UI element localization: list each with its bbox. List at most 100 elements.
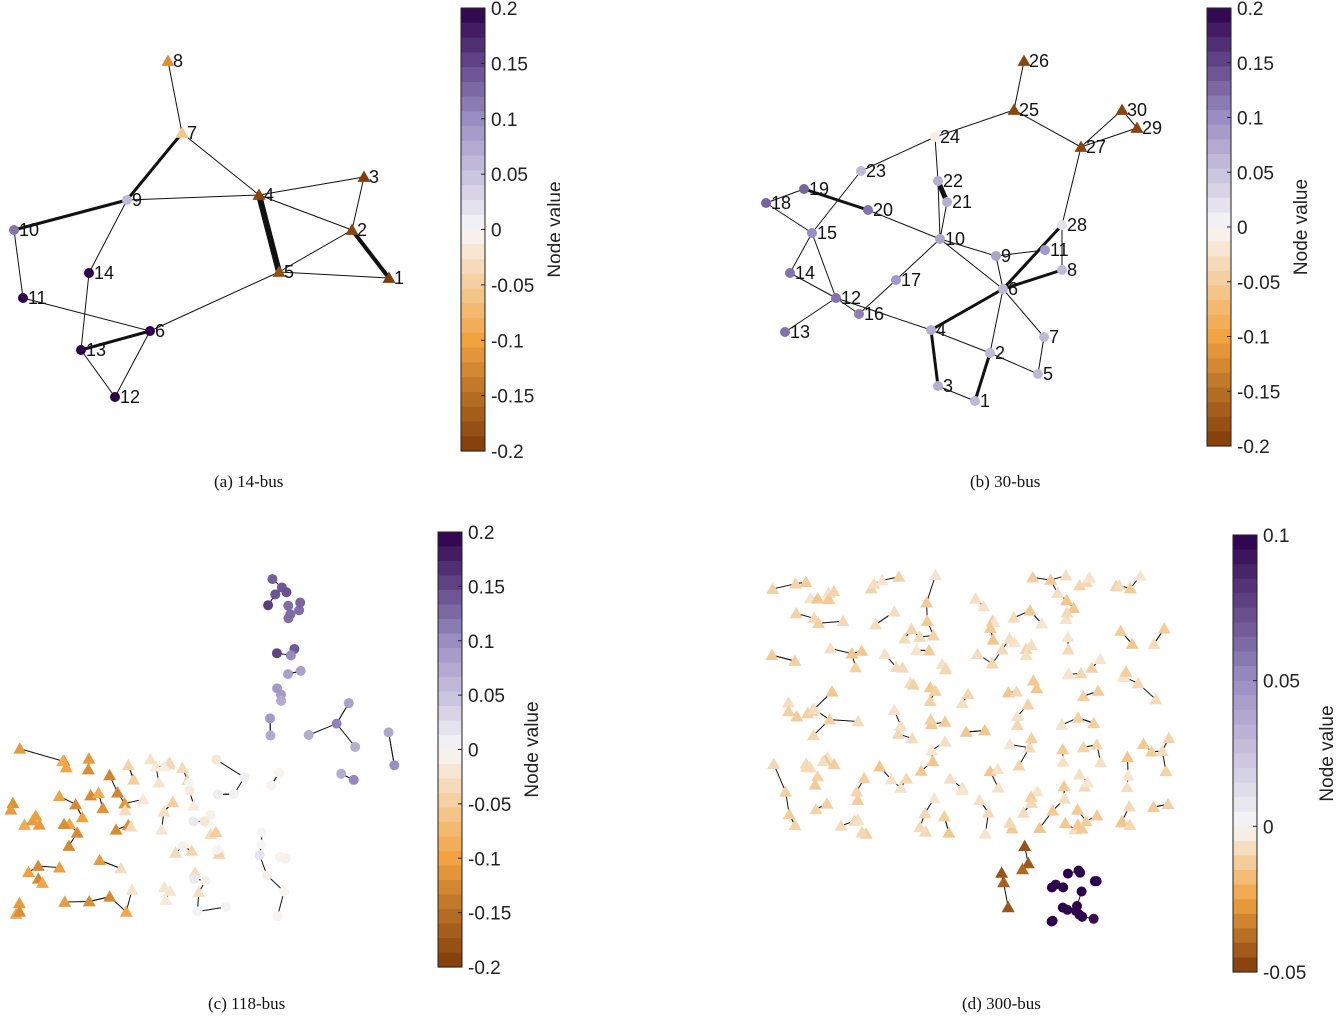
colorbar-tick-label: 0.1 (491, 110, 517, 131)
node-marker (834, 819, 848, 831)
node-marker (1162, 731, 1176, 743)
node-label: 12 (841, 288, 861, 308)
node-label: 4 (264, 185, 274, 205)
node-marker (836, 614, 850, 627)
edge (929, 329, 940, 387)
node-marker (851, 793, 865, 805)
node-marker (211, 754, 222, 765)
edge (973, 352, 992, 402)
node-marker (1074, 140, 1088, 152)
edge (216, 759, 245, 778)
node-marker (175, 126, 189, 138)
caption-a: (a) 14-bus (214, 472, 284, 491)
edge (939, 238, 1004, 290)
node-marker (184, 777, 195, 788)
node-marker (285, 650, 296, 661)
node-marker (1076, 886, 1087, 897)
colorbar-tick-label: -0.15 (468, 904, 511, 925)
node-label: 7 (1049, 327, 1059, 347)
colorbar-tick-label: -0.05 (468, 795, 511, 816)
node-marker (184, 785, 195, 796)
node-marker (6, 796, 20, 809)
node-marker (851, 813, 865, 825)
node-marker (982, 806, 996, 818)
node-marker (285, 609, 296, 620)
colorbar-tick-label: -0.1 (1237, 328, 1270, 349)
colorbar-segment (1233, 738, 1257, 755)
node-marker (806, 728, 820, 741)
node-marker (863, 205, 873, 215)
node-marker (82, 752, 96, 764)
node-marker (924, 713, 938, 725)
colorbar-frame (1232, 534, 1258, 973)
node-label: 2 (357, 220, 367, 240)
node-marker (82, 895, 96, 907)
colorbar-label: Node value (1291, 179, 1312, 275)
node-marker (58, 895, 72, 907)
node-marker (1071, 906, 1082, 917)
edge (351, 176, 365, 231)
colorbar-segment (1233, 753, 1257, 769)
colorbar-tick-label: 0 (468, 741, 479, 762)
colorbar-tick-label: 0.15 (491, 54, 528, 75)
node-marker (891, 727, 905, 739)
node-marker (1115, 103, 1129, 115)
node-marker (272, 265, 286, 277)
node-label: 1 (980, 391, 990, 411)
colorbar-segment (438, 894, 462, 910)
node-marker (254, 850, 265, 861)
node-marker (905, 732, 919, 744)
node-marker (270, 589, 281, 600)
node-marker (35, 876, 49, 888)
node-marker (799, 184, 809, 194)
node-marker (109, 823, 123, 835)
colorbar-segment (1233, 622, 1257, 638)
node-marker (13, 742, 27, 754)
node-marker (1060, 606, 1074, 618)
node-marker (166, 795, 180, 808)
node-marker (926, 325, 936, 335)
colorbar-segment (1233, 636, 1257, 653)
colorbar-segment (1207, 212, 1231, 228)
edge (930, 287, 1004, 332)
node-marker (13, 905, 27, 917)
node-marker (938, 715, 952, 727)
node-marker (145, 326, 155, 336)
edge (937, 385, 976, 402)
node-marker (961, 687, 975, 700)
colorbar-tick-label: -0.1 (491, 331, 524, 352)
colorbar-segment (461, 37, 485, 53)
edge (80, 329, 151, 352)
node-marker (1091, 684, 1105, 696)
colorbar-segment (1207, 124, 1231, 140)
colorbar-segment (1233, 593, 1257, 609)
node-label: 24 (940, 127, 960, 147)
node-marker (913, 820, 927, 833)
colorbar-segment (1207, 314, 1231, 330)
node-marker (75, 810, 89, 823)
node-marker (263, 600, 274, 611)
colorbar-segment (1233, 855, 1257, 871)
node-marker (1060, 593, 1074, 606)
node-marker (209, 825, 223, 838)
node-marker (1021, 856, 1035, 869)
node-marker (266, 780, 277, 791)
colorbar-segment (1207, 227, 1231, 243)
colorbar-segment (438, 648, 462, 664)
node-marker (178, 841, 189, 852)
node-marker (32, 818, 46, 830)
edge (939, 201, 948, 240)
colorbar-segment (438, 778, 462, 794)
node-label: 30 (1127, 100, 1147, 120)
edge (149, 271, 280, 332)
node-marker (1157, 622, 1171, 634)
node-marker (820, 797, 834, 809)
node-marker (1149, 692, 1163, 705)
colorbar-tick-label: -0.05 (1237, 273, 1280, 294)
node-marker (1120, 750, 1134, 763)
node-marker (1015, 862, 1029, 875)
edge (13, 229, 24, 299)
colorbar-tick-label: 0 (1237, 218, 1248, 239)
edge (989, 288, 1004, 354)
node-marker (765, 648, 779, 660)
